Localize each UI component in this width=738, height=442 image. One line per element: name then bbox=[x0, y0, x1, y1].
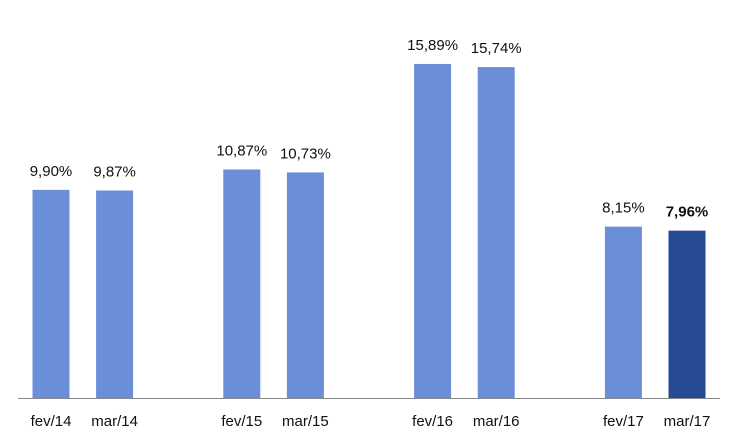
data-label: 8,15% bbox=[602, 200, 645, 217]
bar bbox=[604, 226, 642, 398]
x-tick-label: fev/17 bbox=[603, 413, 644, 430]
x-tick-label: fev/14 bbox=[31, 413, 72, 430]
x-tick-label: fev/16 bbox=[412, 413, 453, 430]
data-label: 10,73% bbox=[280, 145, 331, 162]
bar bbox=[96, 190, 134, 398]
data-label: 9,87% bbox=[93, 163, 136, 180]
data-label: 15,89% bbox=[407, 37, 458, 54]
bar bbox=[223, 169, 261, 398]
data-label: 10,87% bbox=[216, 142, 267, 159]
bar bbox=[414, 63, 452, 399]
x-tick-label: fev/15 bbox=[221, 413, 262, 430]
x-tick-label: mar/14 bbox=[91, 413, 138, 430]
bar bbox=[286, 172, 324, 398]
x-tick-label: mar/17 bbox=[664, 413, 711, 430]
x-tick-label: mar/16 bbox=[473, 413, 520, 430]
bar bbox=[32, 189, 70, 398]
bar bbox=[477, 67, 515, 398]
x-tick-label: mar/15 bbox=[282, 413, 329, 430]
data-label: 7,96% bbox=[666, 204, 709, 221]
bar bbox=[668, 230, 706, 398]
data-label: 9,90% bbox=[30, 163, 73, 180]
data-label: 15,74% bbox=[471, 40, 522, 57]
